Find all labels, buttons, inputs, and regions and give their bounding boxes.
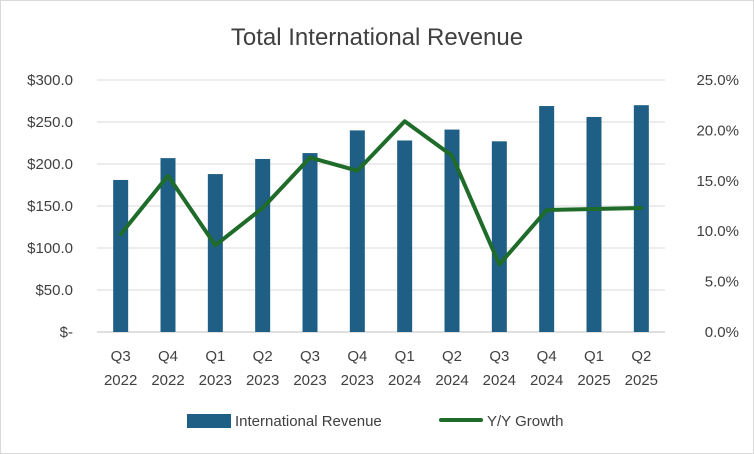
x-axis-tick-label: Q2 xyxy=(442,348,462,365)
x-axis-tick-label: 2023 xyxy=(246,372,279,389)
x-axis-tick-label: Q4 xyxy=(537,348,557,365)
x-axis-tick-label: 2024 xyxy=(483,372,516,389)
x-axis-tick-label: 2024 xyxy=(530,372,563,389)
bar xyxy=(160,158,176,332)
x-axis-tick-label: Q1 xyxy=(395,348,415,365)
legend-label: Y/Y Growth xyxy=(487,413,563,430)
legend: International Revenue Y/Y Growth xyxy=(187,413,563,430)
bar-series xyxy=(113,105,649,333)
x-axis: Q3 2022 Q4 2022 Q1 2023 Q2 2023 Q3 2023 Q4 2023 Q1 20… xyxy=(104,348,658,389)
x-axis-tick-label: Q3 xyxy=(300,348,320,365)
right-axis-tick-label: 5.0% xyxy=(705,274,739,291)
x-axis-tick-label: Q4 xyxy=(347,348,367,365)
growth-line xyxy=(118,119,644,267)
bar xyxy=(397,140,413,332)
x-axis-tick-label: Q1 xyxy=(205,348,225,365)
left-axis-tick-label: $100.0 xyxy=(27,240,73,257)
bar xyxy=(491,141,507,332)
left-axis-tick-label: $250.0 xyxy=(27,114,73,131)
x-axis-tick-label: Q3 xyxy=(111,348,131,365)
x-axis-tick-label: 2022 xyxy=(104,372,137,389)
x-axis-tick-label: 2025 xyxy=(625,372,658,389)
bar xyxy=(302,153,318,332)
x-axis-tick-label: 2023 xyxy=(199,372,232,389)
bar xyxy=(633,105,649,332)
left-axis: $- $50.0 $100.0 $150.0 $200.0 $250.0 $300.0 xyxy=(27,72,73,341)
left-axis-tick-label: $150.0 xyxy=(27,198,73,215)
right-axis: 0.0% 5.0% 10.0% 15.0% 20.0% 25.0% xyxy=(696,72,739,341)
bar xyxy=(586,116,602,333)
right-axis-tick-label: 0.0% xyxy=(705,324,739,341)
right-axis-tick-label: 10.0% xyxy=(696,223,739,240)
x-axis-tick-label: Q2 xyxy=(253,348,273,365)
x-axis-tick-label: Q4 xyxy=(158,348,178,365)
right-axis-tick-label: 15.0% xyxy=(696,173,739,190)
left-axis-tick-label: $200.0 xyxy=(27,156,73,173)
line-series xyxy=(118,119,644,267)
gridlines xyxy=(97,79,665,333)
x-axis-tick-label: 2024 xyxy=(435,372,468,389)
x-axis-tick-label: Q2 xyxy=(631,348,651,365)
legend-swatch-bar xyxy=(187,414,231,428)
left-axis-tick-label: $300.0 xyxy=(27,72,73,89)
bar xyxy=(207,174,223,332)
legend-label: International Revenue xyxy=(235,413,382,430)
bar xyxy=(349,130,365,332)
chart-title: Total International Revenue xyxy=(231,24,523,51)
left-axis-tick-label: $50.0 xyxy=(35,282,73,299)
right-axis-tick-label: 25.0% xyxy=(696,72,739,89)
x-axis-tick-label: 2024 xyxy=(388,372,421,389)
x-axis-tick-label: 2025 xyxy=(577,372,610,389)
x-axis-tick-label: 2022 xyxy=(151,372,184,389)
x-axis-tick-label: Q1 xyxy=(584,348,604,365)
bar xyxy=(539,106,555,332)
left-axis-tick-label: $- xyxy=(60,324,73,341)
bar xyxy=(255,158,271,332)
x-axis-tick-label: 2023 xyxy=(341,372,374,389)
bar xyxy=(113,179,129,332)
right-axis-tick-label: 20.0% xyxy=(696,122,739,139)
x-axis-tick-label: Q3 xyxy=(489,348,509,365)
bar xyxy=(444,129,460,332)
x-axis-tick-label: 2023 xyxy=(293,372,326,389)
